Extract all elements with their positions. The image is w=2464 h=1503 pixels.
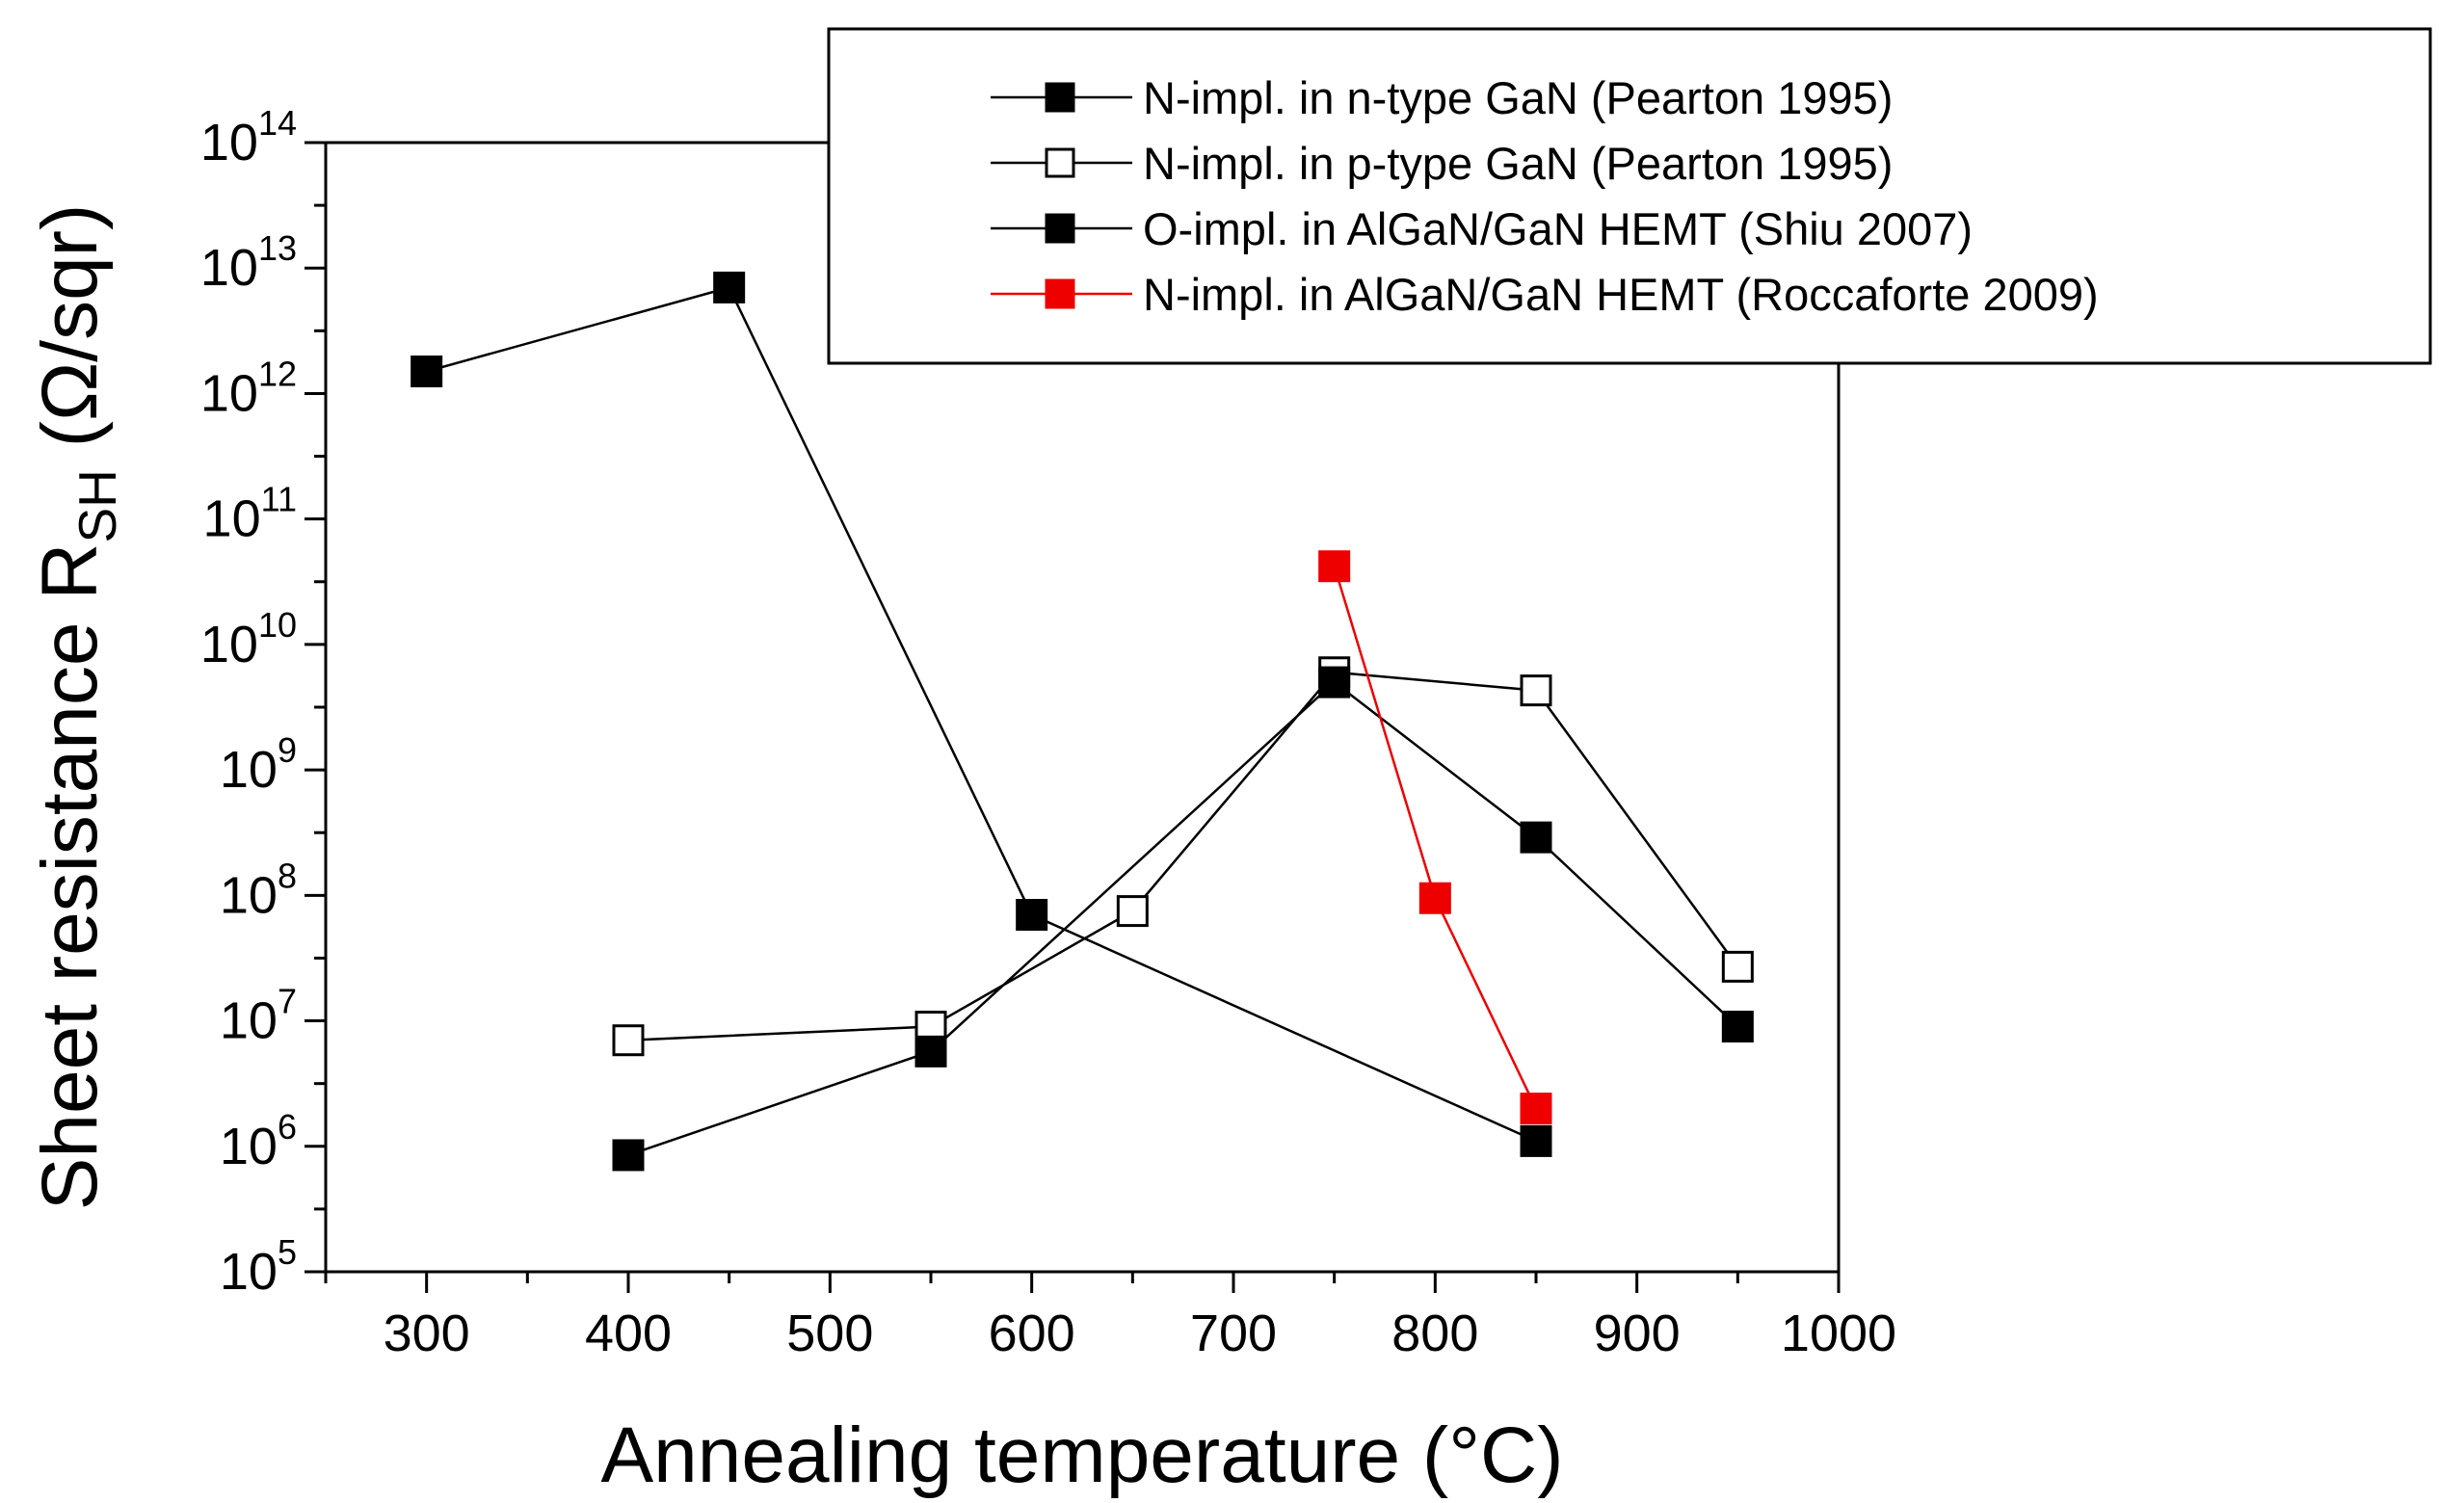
legend-item: N-impl. in p-type GaN (Pearton 1995) (991, 138, 1893, 189)
x-tick-label: 800 (1391, 1305, 1478, 1362)
data-point (612, 1024, 645, 1057)
legend-item: N-impl. in AlGaN/GaN HEMT (Roccaforte 20… (991, 269, 2099, 320)
data-point (1318, 666, 1351, 699)
y-tick-label: 1010 (200, 605, 297, 673)
series-1 (411, 271, 1552, 1157)
y-tick-label: 1014 (200, 103, 297, 171)
legend-label: O-impl. in AlGaN/GaN HEMT (Shiu 2007) (1143, 203, 1973, 254)
x-axis-ticks: 300 400 500 600 700 800 900 1000 (324, 1272, 1896, 1362)
y-tick-label: 1012 (200, 354, 297, 422)
y-axis-title-subscript: SH (67, 469, 127, 542)
data-point (1318, 550, 1351, 583)
x-tick-label: 700 (1190, 1305, 1277, 1362)
y-tick-label: 108 (220, 856, 297, 924)
data-point (1016, 899, 1048, 932)
legend-marker (1045, 278, 1075, 309)
data-point (1116, 895, 1149, 928)
legend-item: N-impl. in n-type GaN (Pearton 1995) (991, 72, 1893, 123)
series-line (627, 680, 1739, 1157)
series-4 (1318, 550, 1552, 1125)
y-axis-title-space (26, 447, 114, 469)
legend-marker (1045, 147, 1075, 178)
legend-box (827, 27, 2432, 365)
series-3 (612, 666, 1754, 1172)
series-2 (612, 656, 1754, 1057)
x-tick-label: 300 (384, 1305, 470, 1362)
series-line (1333, 566, 1538, 1110)
y-axis-title: Sheet resistance RSH (Ω/sqr) (26, 204, 127, 1211)
x-tick-label: 900 (1594, 1305, 1681, 1362)
x-tick-label: 500 (786, 1305, 873, 1362)
data-point (411, 356, 443, 388)
data-point (612, 1139, 645, 1172)
data-point (1520, 1093, 1552, 1125)
y-tick-label: 1011 (203, 480, 297, 548)
data-point (1520, 674, 1552, 707)
y-axis-title-prefix: Sheet resistance R (26, 543, 114, 1211)
y-axis-title-unit: (Ω/sqr) (26, 204, 114, 448)
y-tick-label: 107 (220, 982, 297, 1050)
x-tick-label: 600 (989, 1305, 1075, 1362)
legend: N-impl. in n-type GaN (Pearton 1995) N-im… (827, 27, 2432, 365)
legend-label: N-impl. in n-type GaN (Pearton 1995) (1143, 72, 1893, 123)
y-tick-label: 109 (220, 730, 297, 799)
y-axis-ticks: 105 106 107 108 109 1010 1011 1012 1013 1014 (200, 103, 326, 1301)
legend-marker (1045, 82, 1075, 113)
data-point (1520, 821, 1552, 854)
y-tick-label: 106 (220, 1107, 297, 1175)
y-tick-label: 105 (220, 1232, 297, 1301)
x-tick-label: 1000 (1781, 1305, 1896, 1362)
y-tick-label: 1013 (200, 228, 297, 297)
legend-label: N-impl. in AlGaN/GaN HEMT (Roccaforte 20… (1143, 269, 2099, 320)
data-point (914, 1035, 947, 1068)
legend-label: N-impl. in p-type GaN (Pearton 1995) (1143, 138, 1893, 189)
series-line (426, 285, 1537, 1143)
x-tick-label: 400 (585, 1305, 672, 1362)
data-point (1520, 1124, 1552, 1157)
x-axis-title: Annealing temperature (°C) (600, 1411, 1563, 1499)
data-point (1721, 1011, 1754, 1043)
series-line (627, 671, 1739, 1042)
data-point (713, 271, 746, 303)
legend-marker (1045, 213, 1075, 244)
legend-items: N-impl. in n-type GaN (Pearton 1995) N-im… (991, 72, 2099, 320)
data-point (1418, 882, 1451, 914)
series-layer (411, 271, 1754, 1172)
legend-item: O-impl. in AlGaN/GaN HEMT (Shiu 2007) (991, 203, 1973, 254)
data-point (1721, 950, 1754, 983)
